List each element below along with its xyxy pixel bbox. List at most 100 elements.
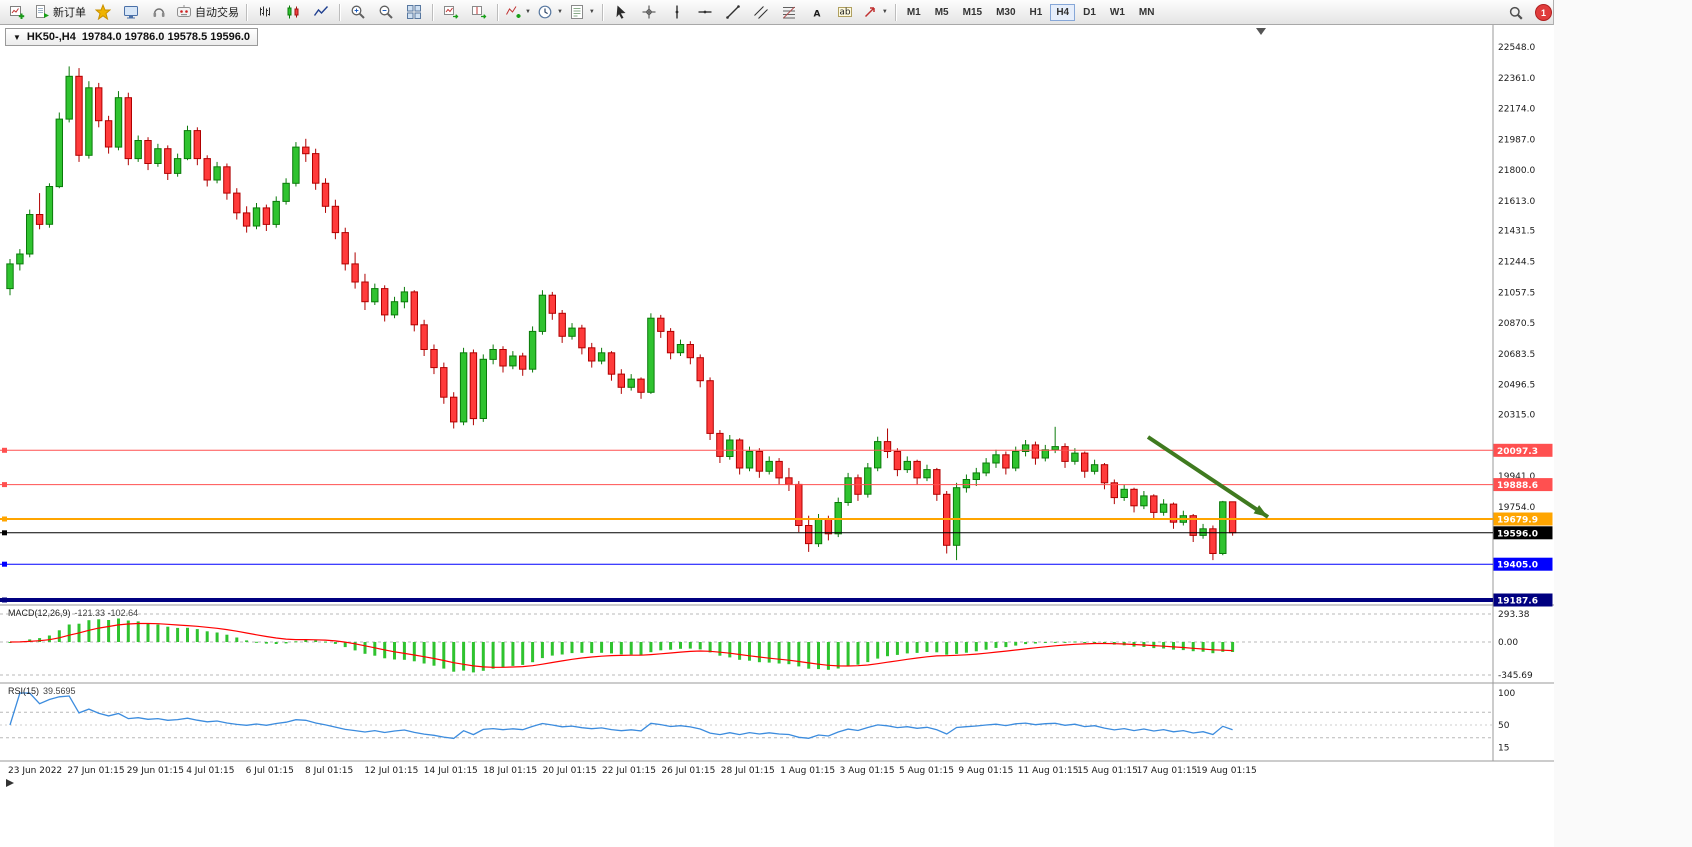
hline-icon [698, 10, 712, 14]
macd-values: -121.33 -102.64 [74, 608, 139, 618]
svg-text:21613.0: 21613.0 [1498, 197, 1535, 207]
notification-badge[interactable]: 1 [1535, 4, 1552, 21]
svg-text:19187.6: 19187.6 [1497, 597, 1538, 607]
svg-text:3 Aug 01:15: 3 Aug 01:15 [840, 766, 895, 776]
auto-trading-button[interactable]: 自动交易 [173, 1, 242, 24]
order-icon [36, 5, 49, 18]
svg-text:18 Jul 01:15: 18 Jul 01:15 [483, 766, 537, 776]
toolbar-separator [497, 3, 498, 21]
chart-shift-icon [472, 6, 487, 19]
price-chart-canvas[interactable]: 22548.0 22361.0 22174.0 21987.0 21800.0 21613… [0, 25, 1554, 847]
new-order-button[interactable]: 新订单 [31, 1, 89, 24]
timeframe-w1-button[interactable]: W1 [1109, 6, 1125, 18]
channel-button[interactable] [747, 1, 775, 24]
svg-text:21244.5: 21244.5 [1498, 258, 1535, 268]
new-chart-button[interactable] [3, 1, 31, 24]
date-axis: 23 Jun 2022 27 Jun 01:15 29 Jun 01:15 4 Jul… [8, 766, 1257, 776]
text-button[interactable]: A [803, 1, 831, 24]
candlesticks [6, 66, 1237, 561]
price-axis: 22548.0 22361.0 22174.0 21987.0 21800.0 21613… [1498, 43, 1535, 753]
svg-text:27 Jun 01:15: 27 Jun 01:15 [67, 766, 124, 776]
periods-button[interactable]: ▼ [534, 1, 566, 24]
svg-text:8 Jul 01:15: 8 Jul 01:15 [305, 766, 353, 776]
wizard-icon [95, 4, 111, 20]
timeframe-m30-button[interactable]: M30 [996, 6, 1016, 18]
svg-text:6 Jul 01:15: 6 Jul 01:15 [246, 766, 294, 776]
timeframe-h1-button[interactable]: H1 [1029, 6, 1043, 18]
arrows-icon [864, 7, 875, 18]
text-label-button[interactable]: ab [831, 1, 859, 24]
line-chart-button[interactable] [307, 1, 335, 24]
timeframe-d1-button[interactable]: D1 [1083, 6, 1096, 18]
bar-chart-button[interactable] [251, 1, 279, 24]
headset-icon [153, 8, 165, 17]
templates-button[interactable]: ▼ [566, 1, 598, 24]
svg-text:0.00: 0.00 [1498, 638, 1518, 648]
svg-text:17 Aug 01:15: 17 Aug 01:15 [1137, 766, 1198, 776]
clock-icon [538, 5, 552, 19]
chart-menu-icon: ▼ [13, 32, 21, 42]
svg-text:26 Jul 01:15: 26 Jul 01:15 [661, 766, 715, 776]
timeframe-m1-button[interactable]: M1 [906, 6, 921, 18]
tile-icon [407, 5, 421, 19]
timeframe-mn-button[interactable]: MN [1138, 6, 1155, 18]
svg-text:19 Aug 01:15: 19 Aug 01:15 [1196, 766, 1257, 776]
chart-title-tab[interactable]: ▼ HK50-,H4 19784.0 19786.0 19578.5 19596… [5, 28, 259, 46]
timeframe-h4-button[interactable]: H4 [1050, 3, 1076, 21]
fibo-icon [782, 6, 795, 19]
toolbar-separator [246, 3, 247, 21]
autoscroll-icon [444, 6, 459, 19]
candlestick-chart-button[interactable] [279, 1, 307, 24]
terminal-icon [124, 6, 138, 19]
market-watch-button[interactable] [145, 1, 173, 24]
timeframe-m5-button[interactable]: M5 [934, 6, 949, 18]
zoom-out-button[interactable] [372, 1, 400, 24]
crosshair-button[interactable] [635, 1, 663, 24]
fibonacci-button[interactable] [775, 1, 803, 24]
auto-scroll-button[interactable] [437, 1, 465, 24]
svg-text:22548.0: 22548.0 [1498, 43, 1535, 53]
svg-text:19754.0: 19754.0 [1498, 503, 1535, 513]
svg-text:A: A [813, 10, 820, 20]
trendline-button[interactable] [719, 1, 747, 24]
zoom-in-button[interactable] [344, 1, 372, 24]
cursor-icon [616, 5, 626, 19]
terminal-button[interactable] [117, 1, 145, 24]
toolbar-separator [601, 3, 603, 21]
svg-text:15: 15 [1498, 743, 1509, 753]
chart-shift-button[interactable] [465, 1, 493, 24]
label-t-icon: ab [837, 7, 852, 18]
timeframe-m15-button[interactable]: M15 [962, 6, 983, 18]
scrollbar-marker [6, 779, 14, 787]
price-label-19888.6 [1493, 478, 1553, 492]
metaeditor-button[interactable] [89, 1, 117, 24]
vertical-line-button[interactable] [663, 1, 691, 24]
svg-text:293.38: 293.38 [1498, 610, 1530, 620]
auto-trading-button-label: 自动交易 [195, 7, 239, 19]
svg-text:19679.9: 19679.9 [1497, 516, 1538, 526]
price-label-19405.0 [1493, 557, 1553, 571]
svg-text:-345.69: -345.69 [1498, 671, 1533, 681]
price-label-20097.3 [1493, 443, 1553, 457]
price-label-19596.0 [1493, 526, 1553, 540]
price-label-19679.9 [1493, 512, 1553, 526]
toolbar-separator [339, 3, 340, 21]
horizontal-lines[interactable]: 20097.3 19888.6 19679.9 19596.0 19405.0 19187… [0, 443, 1553, 607]
svg-text:19888.6: 19888.6 [1497, 481, 1538, 491]
horizontal-line-button[interactable] [691, 1, 719, 24]
rsi-value: 39.5695 [43, 686, 76, 696]
tile-windows-button[interactable] [400, 1, 428, 24]
zoom-in-icon [351, 5, 365, 19]
arrows-button[interactable]: ▼ [859, 1, 891, 24]
cursor-button[interactable] [607, 1, 635, 24]
new-order-button-label: 新订单 [53, 7, 86, 19]
search-button[interactable] [1502, 1, 1530, 24]
trend-arrow[interactable] [1146, 435, 1270, 519]
svg-text:9 Aug 01:15: 9 Aug 01:15 [958, 766, 1013, 776]
autotrade-icon [177, 5, 191, 17]
svg-text:ab: ab [839, 8, 851, 18]
svg-text:21800.0: 21800.0 [1498, 166, 1535, 176]
template-icon [570, 5, 583, 19]
indicators-button[interactable]: ▼ [502, 1, 534, 24]
